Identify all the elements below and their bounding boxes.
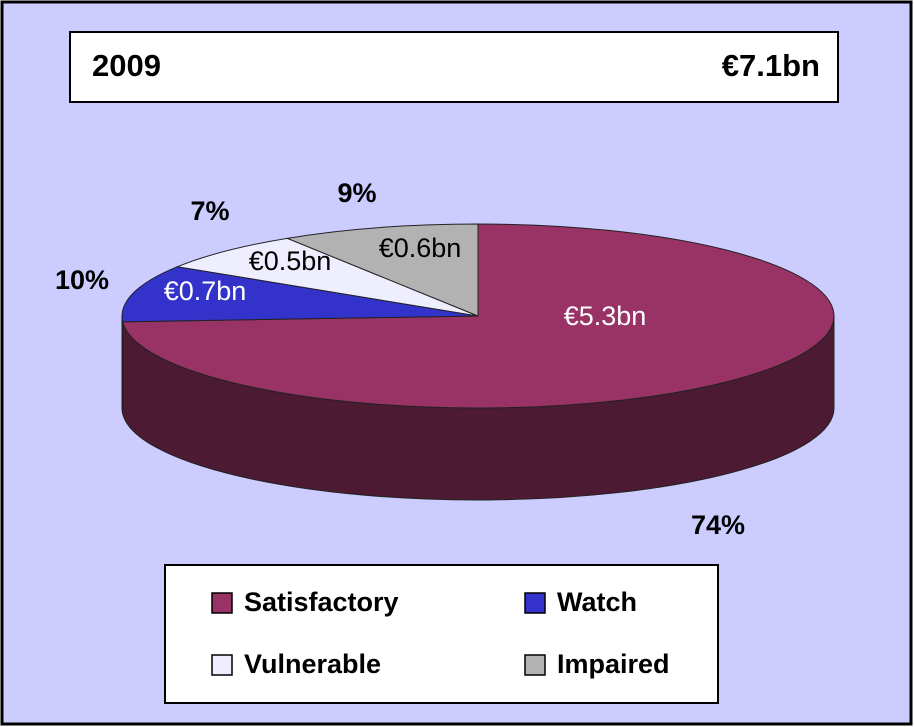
amount-label: €5.3bn xyxy=(564,301,647,331)
legend-label: Impaired xyxy=(557,649,670,679)
amount-label: €0.5bn xyxy=(249,246,332,276)
pie-slice xyxy=(121,266,479,323)
chart-title: 2009 xyxy=(92,48,161,83)
title-box xyxy=(69,31,839,103)
amount-label: €0.7bn xyxy=(164,276,247,306)
pie-slice xyxy=(285,223,479,317)
value-label: 10% xyxy=(55,265,109,295)
legend-box xyxy=(164,564,719,704)
legend-label: Vulnerable xyxy=(244,649,381,679)
legend-swatch xyxy=(524,592,546,614)
value-label: 74% xyxy=(691,510,745,540)
legend-label: Watch xyxy=(557,587,637,617)
value-label: 9% xyxy=(337,178,376,208)
legend-swatch xyxy=(524,654,546,676)
legend-label: Satisfactory xyxy=(244,587,399,617)
value-label: 7% xyxy=(190,196,229,226)
pie-slice xyxy=(175,237,479,317)
amount-label: €0.6bn xyxy=(379,233,462,263)
chart-subtitle: €7.1bn xyxy=(722,48,820,83)
legend-swatch xyxy=(211,592,233,614)
legend-swatch xyxy=(211,654,233,676)
pie-side xyxy=(121,315,124,414)
